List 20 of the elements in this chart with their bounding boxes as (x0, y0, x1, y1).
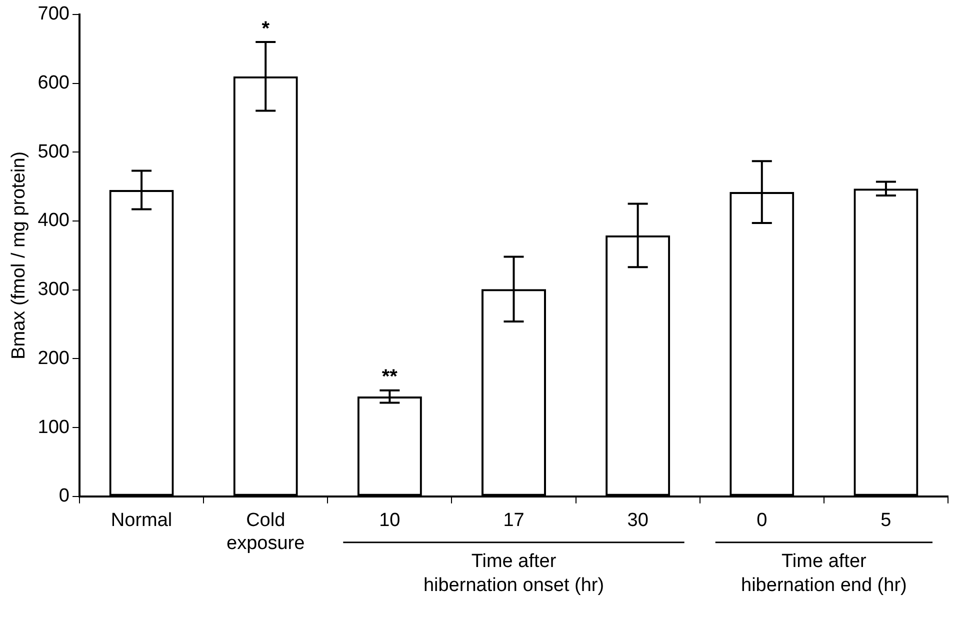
y-tick-label: 700 (38, 4, 70, 25)
y-tick-label: 0 (58, 486, 70, 507)
y-tick-label: 500 (38, 141, 70, 162)
y-tick-label: 400 (38, 210, 70, 232)
y-tick-label: 100 (38, 416, 70, 438)
text: Time after hibernation end (hr) (741, 551, 907, 596)
y-tick-label: 200 (38, 348, 70, 369)
x-tick-label: 17 (503, 510, 524, 532)
x-tick-label: Normal (110, 510, 172, 532)
y-tick-label: 600 (38, 72, 70, 94)
x-tick-label: 30 (627, 510, 648, 532)
x-tick-label: 0 (756, 510, 768, 532)
y-tick-label: 300 (38, 279, 70, 300)
annotation: * (262, 18, 270, 40)
x-tick-label: 5 (880, 510, 892, 532)
annotation: ** (382, 366, 398, 388)
x-tick-label: 10 (379, 510, 400, 532)
y-axis-title: Bmax (fmol / mg protein) (8, 151, 30, 360)
x-tick-label: Cold exposure (226, 510, 305, 554)
text: Time after hibernation onset (hr) (423, 551, 604, 596)
